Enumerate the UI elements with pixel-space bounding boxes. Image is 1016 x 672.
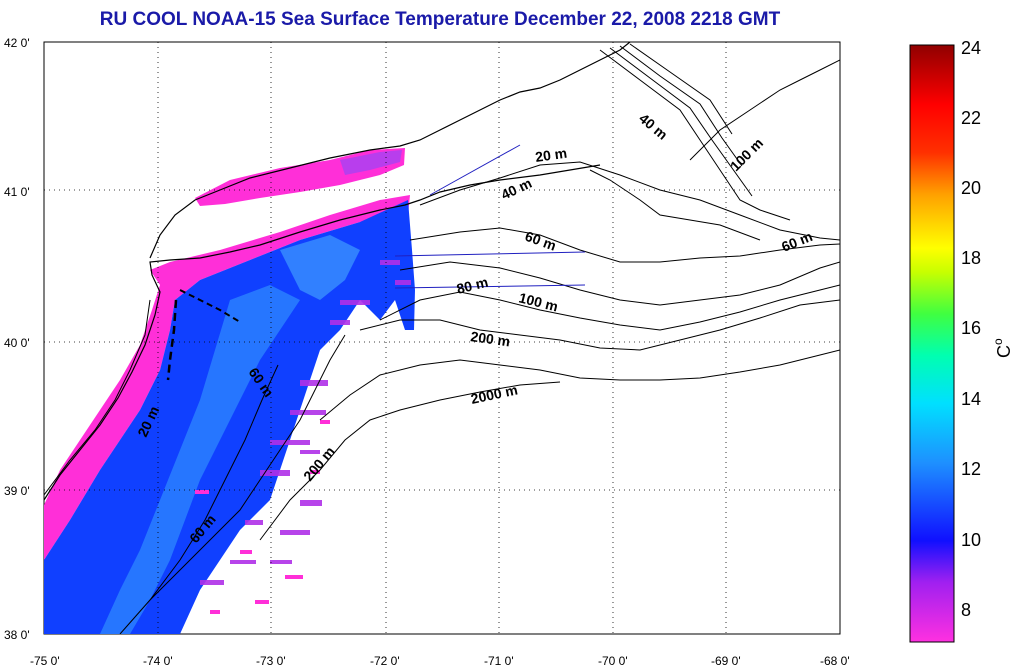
sst-magenta-speckle (195, 420, 330, 614)
coastline-ne (689, 59, 840, 161)
isobath-label: 20 m (534, 145, 568, 165)
lat-tick-label: 42 0' (4, 36, 30, 50)
lon-tick-label: -71 0' (484, 654, 514, 668)
sst-light-blue-2 (280, 235, 360, 300)
plot-area: 20 m 40 m 40 m 60 m 80 m 100 m 200 m 200… (44, 42, 840, 634)
coastline-sound (149, 42, 631, 259)
isobath-label: 80 m (455, 274, 490, 297)
colorbar-tick-label: 8 (961, 600, 971, 620)
colorbar-tick-label: 14 (961, 389, 981, 409)
lon-tick-label: -68 0' (820, 654, 850, 668)
lon-axis: -75 0' -74 0' -73 0' -72 0' -71 0' -70 0… (30, 654, 850, 668)
colorbar-tick-label: 22 (961, 108, 981, 128)
lat-tick-label: 39 0' (4, 484, 30, 498)
ship-track-2 (179, 289, 241, 323)
ship-track (166, 299, 178, 381)
lon-tick-label: -75 0' (30, 654, 60, 668)
coastline-islands (589, 169, 761, 241)
colorbar: 24 22 20 18 16 14 12 10 8 C o (909, 38, 1014, 643)
colorbar-unit-label: C (994, 345, 1014, 358)
transect-lines (394, 144, 586, 289)
lat-tick-label: 40 0' (4, 336, 30, 350)
colorbar-tick-label: 10 (961, 530, 981, 550)
sst-sound-purple (340, 150, 402, 175)
lat-tick-label: 41 0' (4, 185, 30, 199)
isobaths (119, 43, 840, 634)
coastline (44, 164, 601, 501)
lon-tick-label: -74 0' (143, 654, 173, 668)
lon-tick-label: -70 0' (598, 654, 628, 668)
colorbar-tick-label: 12 (961, 459, 981, 479)
colorbar-scale (909, 44, 955, 643)
colorbar-tick-label: 24 (961, 38, 981, 58)
map-title: RU COOL NOAA-15 Sea Surface Temperature … (99, 9, 781, 30)
colorbar-tick-label: 18 (961, 248, 981, 268)
lon-tick-label: -69 0' (711, 654, 741, 668)
sst-cold-band (44, 195, 410, 560)
lon-tick-label: -73 0' (256, 654, 286, 668)
colorbar-unit: C o (991, 338, 1014, 358)
isobath-label: 200 m (470, 328, 512, 349)
colorbar-unit-superscript: o (991, 338, 1005, 345)
colorbar-tick-label: 16 (961, 318, 981, 338)
graticule (44, 42, 840, 634)
coastline-shelf-inner (44, 299, 151, 496)
lat-axis: 42 0' 41 0' 40 0' 39 0' 38 0' (4, 36, 30, 642)
lat-tick-label: 38 0' (4, 628, 30, 642)
lon-tick-label: -72 0' (370, 654, 400, 668)
sst-light-blue (100, 285, 300, 634)
sst-speckle (200, 260, 411, 585)
colorbar-tick-label: 20 (961, 178, 981, 198)
